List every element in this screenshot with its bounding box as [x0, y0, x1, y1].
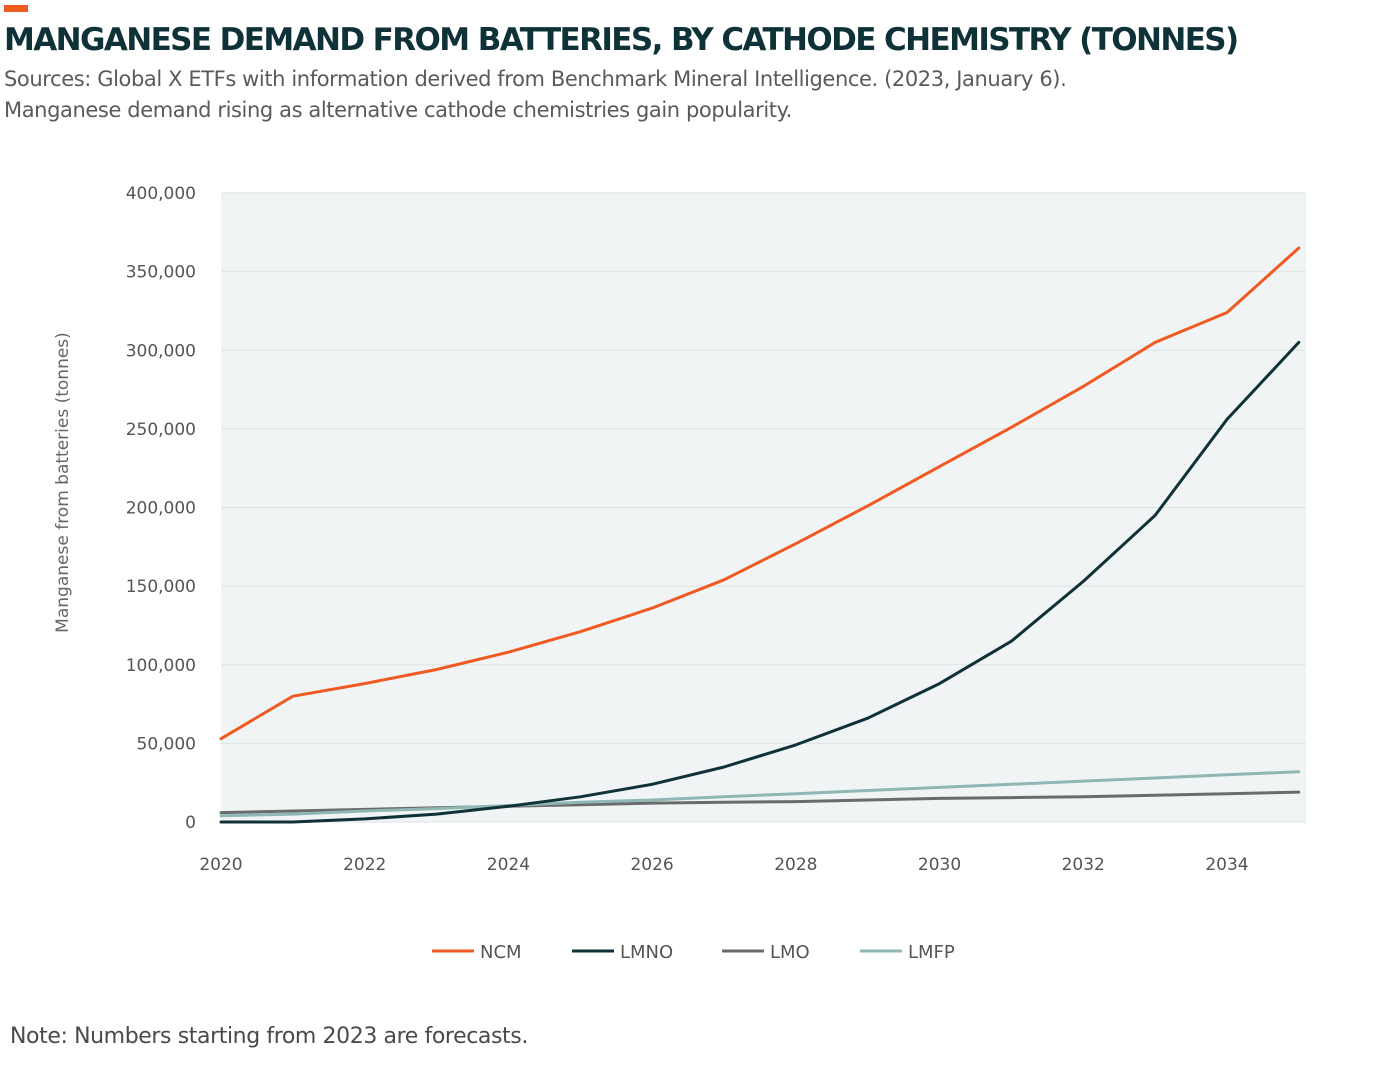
subtitle-source: Sources: Global X ETFs with information … [4, 67, 1067, 91]
y-tick-label: 300,000 [126, 341, 196, 361]
legend-label-ncm: NCM [480, 942, 522, 963]
x-tick-label: 2032 [1062, 855, 1105, 875]
y-axis-title: Manganese from batteries (tonnes) [53, 332, 73, 633]
x-tick-label: 2024 [487, 855, 530, 875]
x-tick-label: 2030 [918, 855, 961, 875]
legend-label-lmfp: LMFP [908, 942, 955, 963]
gridlines [221, 192, 1306, 823]
x-tick-label: 2028 [774, 855, 817, 875]
y-tick-label: 0 [185, 813, 196, 833]
subtitle-description: Manganese demand rising as alternative c… [4, 98, 792, 122]
y-tick-label: 50,000 [137, 734, 196, 754]
series-line-lmfp [219, 770, 1301, 818]
y-tick-label: 400,000 [126, 184, 196, 204]
series-lines [219, 246, 1301, 824]
y-tick-label: 200,000 [126, 499, 196, 519]
series-line-ncm [219, 246, 1301, 741]
y-axis-tick-labels: 0 50,000 100,000 150,000 200,000 250,000 300,0… [126, 184, 196, 833]
y-tick-label: 100,000 [126, 656, 196, 676]
x-tick-label: 2026 [630, 855, 673, 875]
forecast-note: Note: Numbers starting from 2023 are for… [10, 1024, 528, 1049]
y-tick-label: 150,000 [126, 577, 196, 597]
legend-label-lmo: LMO [770, 942, 810, 963]
legend-label-lmno: LMNO [620, 942, 673, 963]
y-tick-label: 350,000 [126, 263, 196, 283]
series-line-lmno [219, 340, 1301, 824]
chart-subtitle: Sources: Global X ETFs with information … [4, 64, 1067, 126]
chart-title: MANGANESE DEMAND FROM BATTERIES, BY CATH… [4, 22, 1239, 58]
line-chart: 0 50,000 100,000 150,000 200,000 250,000 300,0… [53, 184, 1306, 963]
x-axis-tick-labels: 2020 2022 2024 2026 2028 2030 2032 2034 [199, 855, 1248, 875]
y-tick-label: 250,000 [126, 420, 196, 440]
x-tick-label: 2020 [199, 855, 242, 875]
legend: NCM LMNO LMO LMFP [432, 942, 955, 963]
x-tick-label: 2022 [343, 855, 386, 875]
accent-bar [4, 5, 28, 12]
x-tick-label: 2034 [1205, 855, 1248, 875]
